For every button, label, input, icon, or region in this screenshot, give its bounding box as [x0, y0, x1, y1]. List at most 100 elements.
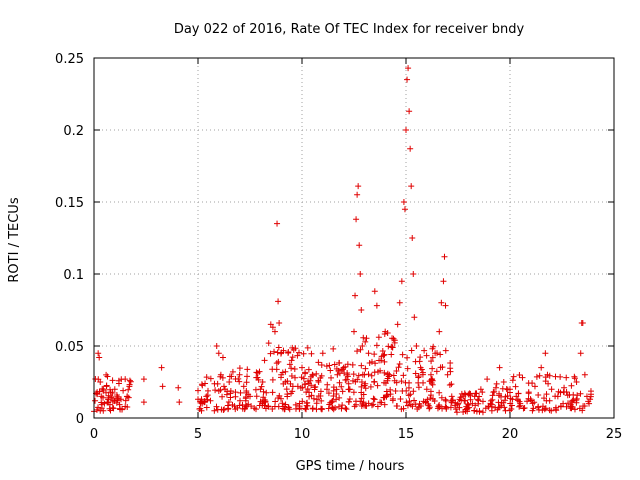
data-point — [309, 371, 316, 378]
data-point — [552, 404, 559, 411]
data-point — [279, 400, 286, 407]
data-point — [236, 378, 243, 385]
data-point — [199, 400, 206, 407]
data-point — [533, 373, 540, 380]
data-point — [345, 398, 352, 405]
data-point — [381, 369, 388, 376]
data-point — [436, 328, 443, 335]
data-point — [344, 361, 351, 368]
data-point — [371, 369, 378, 376]
data-point — [95, 350, 102, 357]
data-point — [94, 389, 101, 396]
data-point — [415, 373, 422, 380]
data-point — [275, 298, 282, 305]
data-point — [373, 302, 380, 309]
data-point — [290, 346, 297, 353]
data-point — [215, 387, 222, 394]
data-point — [436, 389, 443, 396]
data-point — [507, 395, 514, 402]
data-point — [275, 344, 282, 351]
data-point — [447, 368, 454, 375]
data-point — [308, 392, 315, 399]
data-point — [404, 365, 411, 372]
data-point — [381, 351, 388, 358]
data-point — [490, 389, 497, 396]
data-point — [302, 369, 309, 376]
data-point — [213, 403, 220, 410]
data-point — [571, 406, 578, 413]
data-point — [115, 395, 122, 402]
data-point — [398, 278, 405, 285]
data-point — [286, 361, 293, 368]
data-point — [430, 395, 437, 402]
data-point — [278, 371, 285, 378]
data-point — [464, 408, 471, 415]
data-point — [555, 388, 562, 395]
data-point — [396, 299, 403, 306]
data-point — [252, 386, 259, 393]
data-point — [225, 399, 232, 406]
data-point — [359, 343, 366, 349]
data-point — [303, 389, 310, 396]
data-point — [571, 373, 578, 380]
data-point — [479, 389, 486, 396]
data-point — [328, 374, 335, 381]
x-tick-label: 15 — [398, 427, 415, 442]
data-point — [579, 319, 586, 326]
data-point — [400, 199, 407, 205]
data-point — [213, 343, 220, 349]
data-point — [393, 379, 400, 386]
data-point — [218, 406, 225, 413]
data-point — [408, 347, 415, 354]
data-point — [244, 373, 251, 380]
data-point — [365, 371, 372, 378]
data-point — [242, 395, 249, 402]
data-point — [360, 391, 367, 398]
data-point — [413, 343, 420, 349]
data-point — [310, 395, 317, 402]
data-point — [381, 379, 388, 386]
data-point — [103, 383, 110, 390]
data-point — [122, 376, 129, 383]
data-point — [349, 361, 356, 368]
data-point — [122, 403, 129, 410]
data-point — [383, 392, 390, 399]
data-point — [253, 393, 260, 400]
data-point — [567, 405, 574, 412]
data-point — [370, 395, 377, 402]
data-point — [243, 379, 250, 386]
data-point — [265, 403, 272, 410]
data-point — [333, 396, 340, 403]
data-point — [126, 383, 133, 390]
data-point — [455, 400, 461, 407]
data-point — [331, 361, 338, 368]
data-point — [588, 391, 595, 398]
data-point — [302, 405, 309, 412]
data-point — [306, 393, 313, 400]
data-point — [288, 365, 295, 372]
data-point — [429, 354, 436, 361]
data-point — [488, 407, 495, 414]
data-point — [489, 392, 496, 399]
data-point — [342, 405, 349, 412]
data-point — [571, 375, 578, 382]
data-point — [484, 376, 491, 383]
data-point — [332, 404, 339, 411]
data-point — [225, 405, 232, 412]
data-point — [453, 409, 460, 416]
data-point — [229, 401, 236, 408]
data-point — [583, 393, 590, 400]
data-point — [378, 399, 385, 406]
data-point — [113, 399, 120, 406]
data-point — [573, 379, 580, 385]
data-point — [338, 405, 345, 412]
data-point — [244, 366, 251, 373]
data-point — [340, 364, 347, 371]
data-point — [500, 399, 507, 406]
data-point — [259, 378, 266, 385]
data-point — [318, 362, 325, 369]
data-point — [356, 242, 363, 249]
data-point — [442, 396, 449, 403]
data-point — [411, 314, 418, 321]
data-point — [354, 348, 361, 355]
